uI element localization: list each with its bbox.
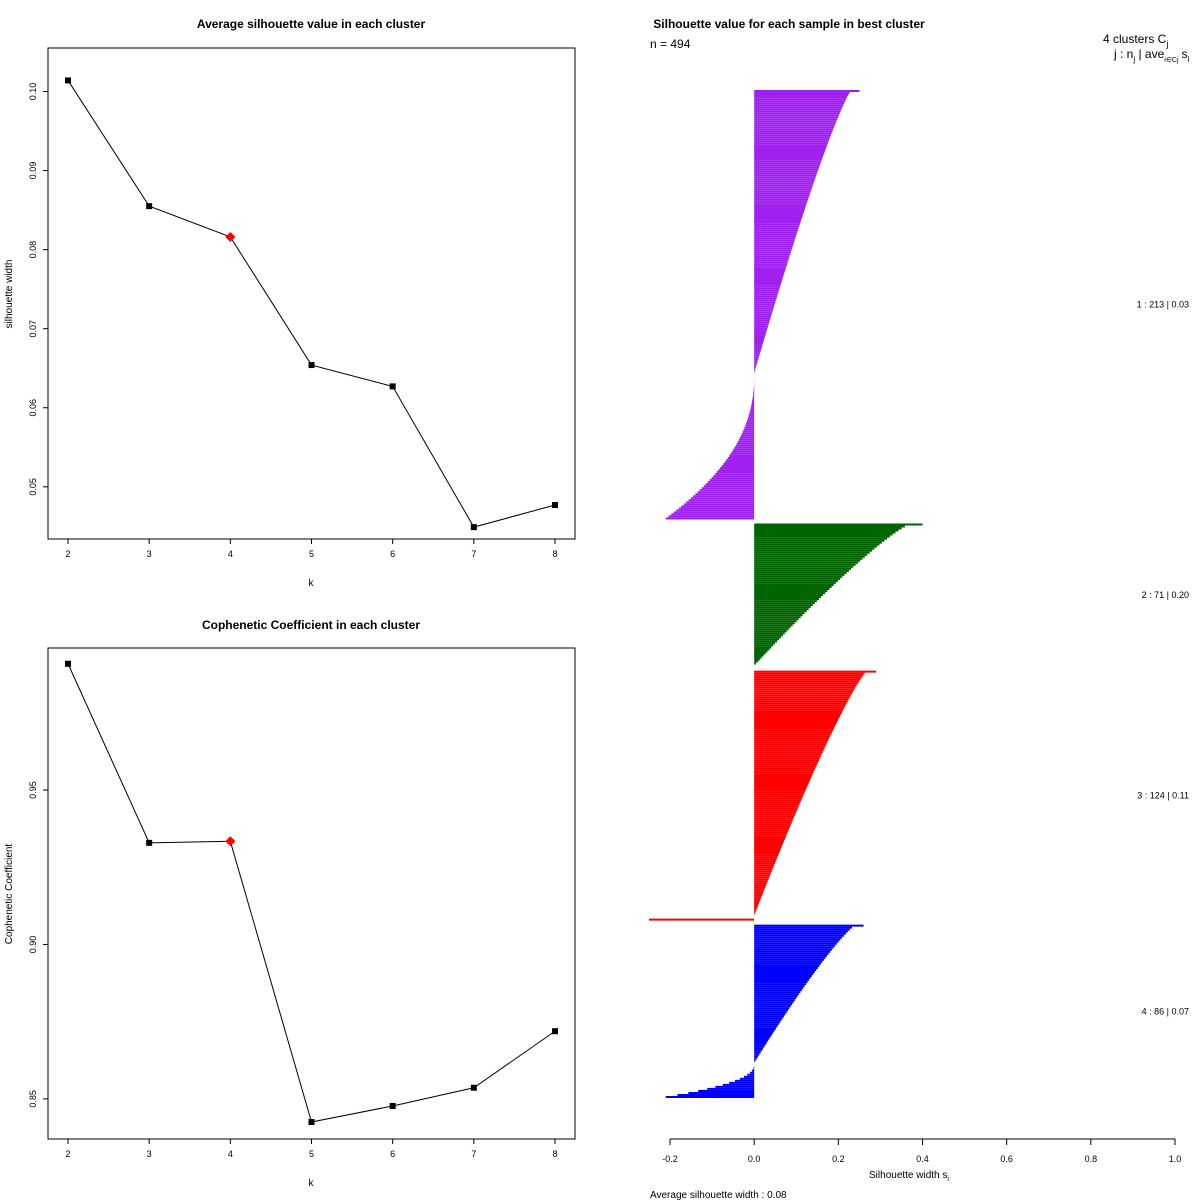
cophenetic-xtick-label: 5 [309, 1149, 314, 1159]
silhouette-xtick-label: 8 [552, 549, 557, 559]
detail-xtick-label: 0.2 [832, 1154, 845, 1164]
silhouette-point [470, 524, 477, 531]
silhouette-xtick-label: 2 [65, 549, 70, 559]
cophenetic-xtick-label: 3 [147, 1149, 152, 1159]
cophenetic-xtick-label: 6 [390, 1149, 395, 1159]
silhouette-point [146, 203, 153, 210]
cophenetic-ylabel: Cophenetic Coefficient [4, 844, 15, 945]
silhouette-xtick-label: 5 [309, 549, 314, 559]
detail-xtick-label: 0.8 [1085, 1154, 1098, 1164]
cophenetic-xtick-label: 4 [228, 1149, 233, 1159]
detail-axis: -0.2 0.0 0.2 0.4 0.6 0.8 1.0 [662, 1138, 1182, 1164]
detail-clusters-label: 4 clusters Cj [1103, 32, 1168, 49]
cophenetic-xtick-label: 7 [471, 1149, 476, 1159]
detail-bars [648, 89, 923, 1099]
silhouette-ytick-label: 0.06 [28, 399, 38, 417]
cophenetic-marks [65, 660, 558, 1126]
detail-xlabel: Silhouette width si [869, 1170, 949, 1183]
cophenetic-xtick-label: 8 [552, 1149, 557, 1159]
cluster-3-label: 3 : 124 | 0.11 [1137, 791, 1189, 801]
silhouette-point [308, 362, 315, 369]
detail-n-label: n = 494 [650, 37, 691, 51]
cophenetic-ytick-label: 0.90 [28, 936, 38, 954]
silhouette-ylabel: silhouette width [4, 260, 15, 329]
cophenetic-xlabel: k [309, 1178, 315, 1189]
cophenetic-highlight-point [225, 836, 236, 847]
detail-xtick-label: 1.0 [1169, 1154, 1182, 1164]
silhouette-highlight-point [225, 231, 236, 242]
silhouette-ytick-label: 0.08 [28, 241, 38, 259]
cluster-2-label: 2 : 71 | 0.20 [1142, 590, 1189, 600]
cluster-4-label: 4 : 86 | 0.07 [1142, 1006, 1189, 1016]
silhouette-series-line [67, 80, 556, 528]
silhouette-point [552, 502, 558, 509]
cophenetic-point [552, 1028, 558, 1035]
cophenetic-panel: Cophenetic Coefficient in each cluster k… [4, 618, 576, 1189]
silhouette-xtick-label: 4 [228, 549, 233, 559]
silhouette-xtick-label: 6 [390, 549, 395, 559]
cophenetic-point [65, 660, 71, 667]
silhouette-xtick-label: 7 [471, 549, 476, 559]
detail-xtick-label: 0.4 [916, 1154, 929, 1164]
silhouette-ytick-label: 0.10 [28, 83, 38, 101]
silhouette-xtick-label: 3 [147, 549, 152, 559]
cophenetic-point [146, 839, 153, 846]
detail-xtick-label: 0.0 [748, 1154, 761, 1164]
silhouette-detail-panel: Silhouette value for each sample in best… [648, 17, 1190, 1200]
silhouette-title: Average silhouette value in each cluster [197, 17, 426, 31]
cophenetic-point [389, 1102, 396, 1109]
cophenetic-title: Cophenetic Coefficient in each cluster [202, 618, 420, 632]
cophenetic-ytick-label: 0.95 [28, 781, 38, 799]
detail-footer: Average silhouette width : 0.08 [650, 1190, 787, 1200]
silhouette-ytick-label: 0.05 [28, 478, 38, 496]
detail-cluster-labels: 1 : 213 | 0.03 2 : 71 | 0.20 3 : 124 | 0.1… [1137, 300, 1189, 1017]
cophenetic-plot-frame [47, 647, 576, 1140]
cophenetic-ytick-label: 0.85 [28, 1090, 38, 1108]
cophenetic-axes: 2 3 4 5 6 7 8 0.85 0.90 0.95 [28, 781, 558, 1159]
silhouette-point [389, 383, 396, 390]
silhouette-axes: 2 3 4 5 6 7 8 0.05 0.06 0.07 0.08 0.09 0.10 [28, 83, 558, 559]
silhouette-panel: Average silhouette value in each cluster… [4, 17, 576, 589]
silhouette-marks [65, 77, 558, 531]
cophenetic-xtick-label: 2 [65, 1149, 70, 1159]
silhouette-xlabel: k [309, 578, 315, 589]
silhouette-point [65, 77, 71, 84]
detail-title: Silhouette value for each sample in best… [653, 17, 925, 31]
detail-xtick-label: -0.2 [662, 1154, 678, 1164]
silhouette-ytick-label: 0.07 [28, 320, 38, 338]
silhouette-plot-frame [47, 47, 576, 540]
silhouette-ytick-label: 0.09 [28, 162, 38, 180]
cophenetic-point [308, 1119, 315, 1126]
cluster-1-label: 1 : 213 | 0.03 [1137, 300, 1189, 310]
detail-header-label: j : nj | avei∈Cj si [1113, 47, 1190, 64]
cophenetic-series-line [67, 663, 556, 1123]
cophenetic-point [470, 1084, 477, 1091]
detail-xtick-label: 0.6 [1000, 1154, 1013, 1164]
